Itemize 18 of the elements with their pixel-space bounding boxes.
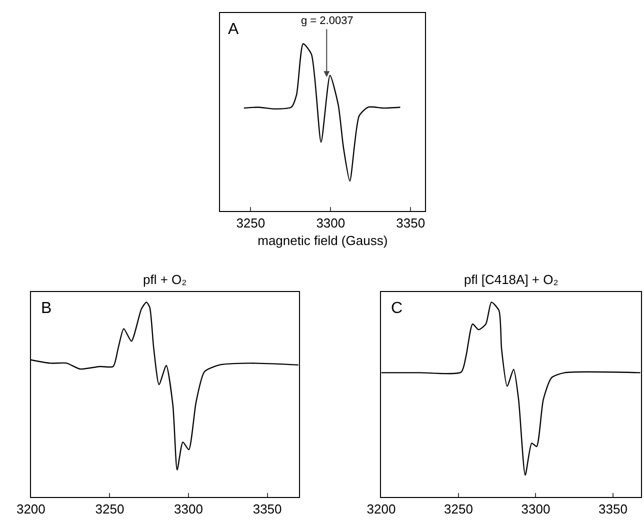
x-tick-label: 3300: [174, 502, 203, 517]
x-tick-label: 3300: [521, 502, 550, 517]
x-tick-label: 3300: [316, 215, 346, 230]
annotation: B: [41, 300, 52, 317]
x-tick-label: 3350: [598, 502, 628, 517]
x-tick-label: 3350: [396, 215, 426, 230]
chart-title: pfl [C418A] + O₂: [464, 272, 558, 287]
annotation: g = 2.0037: [301, 15, 354, 27]
text: A: [228, 21, 239, 38]
chart-title: pfl + O₂: [143, 272, 187, 287]
annotation: C: [391, 300, 403, 317]
x-tick-label: 3250: [95, 502, 124, 517]
x-tick-label: 3250: [236, 215, 266, 230]
x-tick-label: 3200: [366, 502, 396, 517]
x-tick-label: 3350: [252, 502, 282, 517]
x-tick-label: 3200: [16, 502, 46, 517]
x-tick-label: 3250: [444, 502, 473, 517]
x-axis-title: magnetic field (Gauss): [258, 233, 388, 248]
